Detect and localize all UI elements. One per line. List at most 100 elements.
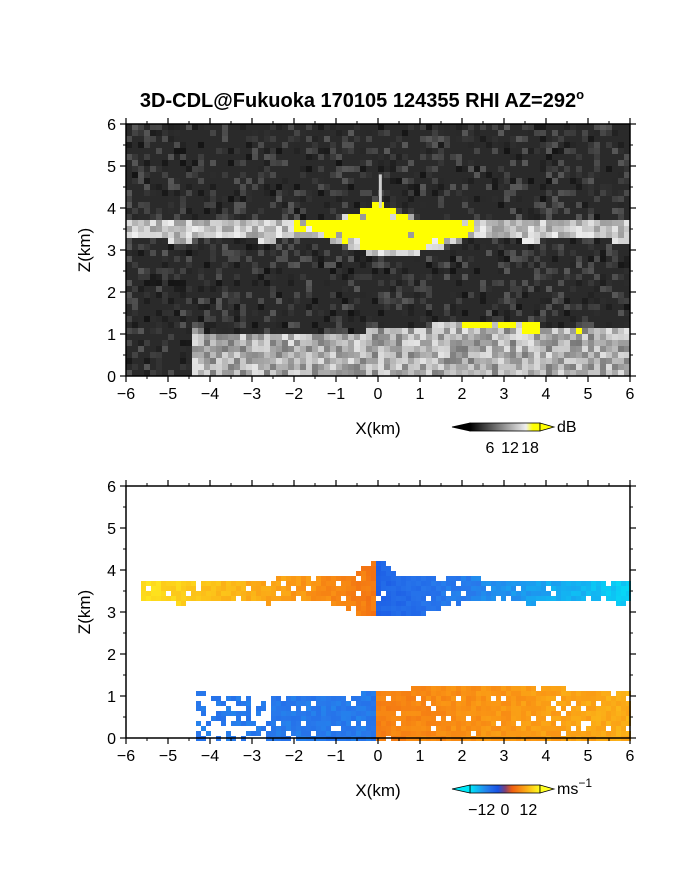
intensity-cell <box>624 340 630 346</box>
intensity-cell <box>228 292 234 298</box>
intensity-cell <box>564 358 570 364</box>
intensity-cell <box>252 226 258 232</box>
velocity-cell <box>476 721 481 726</box>
intensity-cell <box>498 256 504 262</box>
velocity-cell <box>406 581 411 586</box>
velocity-cell <box>441 726 446 731</box>
intensity-cell <box>252 340 258 346</box>
velocity-cell <box>476 691 481 696</box>
intensity-cell <box>540 220 546 226</box>
intensity-cell <box>228 316 234 322</box>
intensity-cell <box>336 226 342 232</box>
intensity-cell <box>270 292 276 298</box>
intensity-cell <box>570 226 576 232</box>
intensity-cell <box>498 316 504 322</box>
intensity-cell <box>348 214 354 220</box>
intensity-cell <box>522 292 528 298</box>
intensity-cell <box>606 232 612 238</box>
intensity-cell <box>342 142 348 148</box>
intensity-cell <box>504 220 510 226</box>
intensity-cell <box>588 184 594 190</box>
velocity-cell <box>591 731 596 736</box>
intensity-cell <box>606 280 612 286</box>
intensity-cell <box>540 142 546 148</box>
intensity-cell <box>168 334 174 340</box>
intensity-cell <box>504 316 510 322</box>
velocity-cell <box>436 696 441 701</box>
velocity-cell <box>616 711 621 716</box>
velocity-cell <box>321 586 326 591</box>
velocity-cell <box>426 706 431 711</box>
velocity-cell <box>366 606 371 611</box>
intensity-cell <box>612 208 618 214</box>
intensity-cell <box>462 346 468 352</box>
velocity-cell <box>531 586 536 591</box>
intensity-cell <box>402 358 408 364</box>
velocity-cell <box>466 701 471 706</box>
intensity-cell <box>366 274 372 280</box>
velocity-cell <box>296 576 301 581</box>
intensity-cell <box>618 238 624 244</box>
intensity-cell <box>300 364 306 370</box>
intensity-cell <box>528 238 534 244</box>
intensity-cell <box>624 256 630 262</box>
intensity-cell <box>534 370 540 376</box>
intensity-cell <box>156 232 162 238</box>
intensity-cell <box>522 148 528 154</box>
intensity-cell <box>576 178 582 184</box>
intensity-cell <box>432 364 438 370</box>
intensity-cell <box>192 364 198 370</box>
velocity-cell <box>561 696 566 701</box>
intensity-cell <box>504 358 510 364</box>
velocity-cell <box>371 711 376 716</box>
intensity-cell <box>342 244 348 250</box>
intensity-cell <box>528 214 534 220</box>
intensity-cell <box>366 148 372 154</box>
intensity-cell <box>624 238 630 244</box>
velocity-cell <box>356 611 361 616</box>
intensity-cell <box>300 232 306 238</box>
intensity-cell <box>378 154 384 160</box>
velocity-cell <box>371 566 376 571</box>
intensity-cell <box>510 232 516 238</box>
velocity-cell <box>611 731 616 736</box>
intensity-cell <box>486 172 492 178</box>
velocity-cell <box>471 711 476 716</box>
velocity-cell <box>591 706 596 711</box>
intensity-cell <box>396 364 402 370</box>
velocity-cell <box>261 726 266 731</box>
velocity-cell <box>576 701 581 706</box>
intensity-cell <box>246 178 252 184</box>
intensity-cell <box>366 316 372 322</box>
intensity-cell <box>600 130 606 136</box>
intensity-cell <box>474 352 480 358</box>
intensity-cell <box>204 334 210 340</box>
intensity-cell <box>426 238 432 244</box>
velocity-cell <box>471 706 476 711</box>
intensity-cell <box>474 268 480 274</box>
intensity-cell <box>540 208 546 214</box>
intensity-cell <box>216 334 222 340</box>
velocity-cell <box>616 721 621 726</box>
intensity-cell <box>228 334 234 340</box>
intensity-cell <box>408 346 414 352</box>
velocity-cell <box>561 721 566 726</box>
intensity-cell <box>438 322 444 328</box>
intensity-cell <box>180 226 186 232</box>
intensity-cell <box>420 172 426 178</box>
intensity-cell <box>360 370 366 376</box>
intensity-cell <box>204 310 210 316</box>
intensity-cell <box>594 226 600 232</box>
intensity-cell <box>582 316 588 322</box>
velocity-cell <box>286 711 291 716</box>
intensity-cell <box>336 166 342 172</box>
velocity-cell <box>386 571 391 576</box>
velocity-cell <box>331 716 336 721</box>
velocity-cell <box>191 581 196 586</box>
velocity-cell <box>211 586 216 591</box>
intensity-cell <box>270 196 276 202</box>
intensity-cell <box>498 262 504 268</box>
velocity-cell <box>286 596 291 601</box>
velocity-cell <box>571 731 576 736</box>
intensity-cell <box>360 202 366 208</box>
